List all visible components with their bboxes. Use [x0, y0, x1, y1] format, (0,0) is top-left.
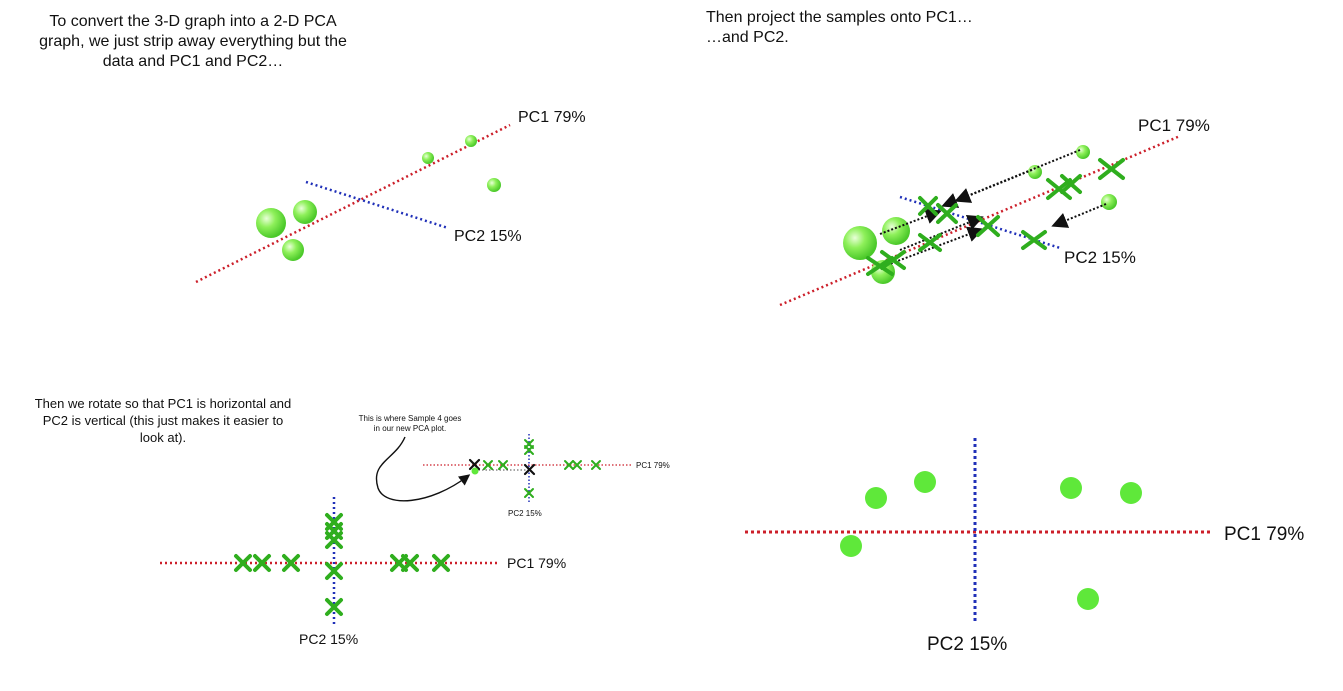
sample-ball	[843, 226, 877, 260]
projection-arrow	[941, 149, 1081, 208]
projection-mark	[1060, 174, 1082, 194]
sample-ball	[1076, 145, 1090, 159]
sample-point	[840, 535, 862, 557]
inset-mark	[591, 460, 601, 470]
inset-mark	[483, 460, 493, 470]
pc2-projection-mark	[325, 531, 343, 549]
top-right-panel: PC1 79% PC2 15%	[779, 116, 1210, 307]
pc1-axis	[779, 134, 1181, 307]
pc1-label: PC1 79%	[1138, 116, 1210, 135]
pc1-projection-mark	[253, 554, 271, 572]
sample-ball	[282, 239, 304, 261]
caption-line: To convert the 3-D graph into a 2-D PCA	[49, 13, 337, 30]
caption-line: PC2 is vertical (this just makes it easi…	[42, 413, 284, 428]
pc2-projection-mark	[325, 598, 343, 616]
projection-arrow	[954, 169, 1033, 203]
pc1-projection-mark	[234, 554, 252, 572]
inset-plot: PC1 79% PC2 15%	[423, 434, 670, 518]
projection-mark	[1046, 178, 1072, 200]
sample-4-pc2-mark	[523, 463, 536, 476]
sample-point	[1060, 477, 1082, 499]
pc2-label: PC2 15%	[299, 631, 358, 647]
caption-line: Then project the samples onto PC1…	[706, 9, 973, 26]
sample-ball	[1101, 194, 1117, 210]
caption-line: Then we rotate so that PC1 is horizontal…	[34, 396, 292, 411]
sample-point	[914, 471, 936, 493]
bottom-left-caption: Then we rotate so that PC1 is horizontal…	[8, 395, 318, 446]
sample-ball	[487, 178, 501, 192]
projection-mark	[976, 215, 1000, 237]
pc2-label: PC2 15%	[1064, 248, 1136, 267]
caption-line: graph, we just strip away everything but…	[39, 33, 347, 50]
callout-arrow	[375, 436, 471, 502]
callout-line: in our new PCA plot.	[373, 424, 447, 433]
sample-4-point	[471, 467, 479, 475]
sample-ball	[256, 208, 286, 238]
pc2-label: PC2 15%	[927, 634, 1007, 655]
inset-mark	[572, 460, 582, 470]
top-left-panel: PC1 79% PC2 15%	[195, 109, 586, 284]
inset-pc2-label: PC2 15%	[508, 509, 542, 518]
inset-mark	[498, 460, 508, 470]
pc2-axis	[305, 180, 449, 230]
projection-mark	[936, 203, 958, 224]
projection-mark	[880, 250, 906, 270]
projection-mark	[1021, 230, 1047, 250]
sample-point	[1077, 588, 1099, 610]
sample-4-pc1-mark	[468, 458, 481, 471]
pc2-label: PC2 15%	[454, 228, 522, 245]
pc1-axis	[195, 123, 511, 284]
sample-ball	[465, 135, 477, 147]
sample-ball	[293, 200, 317, 224]
projection-mark	[918, 196, 938, 216]
projection-mark	[1098, 158, 1125, 180]
sample-point	[865, 487, 887, 509]
sample-ball	[1028, 165, 1042, 179]
pc1-projection-mark	[282, 554, 300, 572]
caption-line: data and PC1 and PC2…	[102, 53, 284, 70]
callout-line: This is where Sample 4 goes	[358, 414, 462, 423]
inset-mark	[524, 488, 534, 498]
sample-ball	[422, 152, 434, 164]
pc1-label: PC1 79%	[507, 555, 566, 571]
inset-mark	[564, 460, 574, 470]
top-left-caption: To convert the 3-D graph into a 2-D PCA …	[8, 12, 378, 72]
projection-arrow	[1051, 203, 1107, 228]
pc1-label: PC1 79%	[1224, 524, 1304, 545]
pc2-projection-mark	[325, 562, 343, 580]
caption-line: look at).	[139, 430, 187, 445]
pc1-projection-mark	[401, 554, 419, 572]
inset-pc1-label: PC1 79%	[636, 461, 670, 470]
sample-4-callout: This is where Sample 4 goes in our new P…	[345, 414, 475, 434]
caption-line: …and PC2.	[706, 29, 789, 46]
pc1-projection-mark	[432, 554, 450, 572]
bottom-left-panel: PC1 79% PC2 15% PC1 79% PC2	[160, 434, 670, 647]
projection-mark	[866, 256, 894, 276]
top-right-caption: Then project the samples onto PC1… …and …	[706, 8, 1106, 48]
bottom-right-panel: PC1 79% PC2 15%	[745, 438, 1304, 655]
pc1-label: PC1 79%	[518, 109, 586, 126]
sample-ball	[882, 217, 910, 245]
sample-point	[1120, 482, 1142, 504]
projection-mark	[918, 233, 942, 252]
inset-mark	[524, 445, 534, 455]
